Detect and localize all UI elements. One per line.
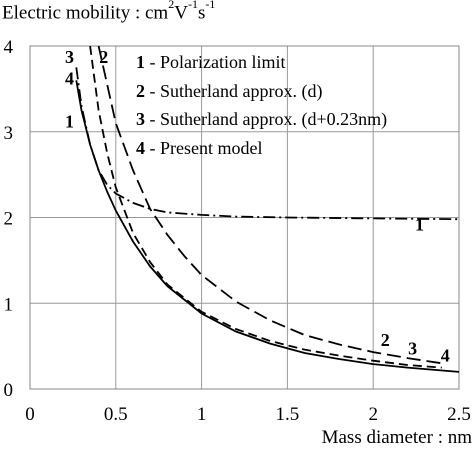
y-tick-label: 1	[4, 294, 14, 315]
legend: 1 - Polarization limit 2 - Sutherland ap…	[136, 48, 387, 162]
y-axis-label: Electric mobility : cm2V-1s-1	[2, 0, 216, 24]
curve-label-1: 1	[415, 214, 424, 234]
legend-item: 2 - Sutherland approx. (d)	[136, 80, 323, 101]
x-tick-label: 0.5	[104, 404, 128, 425]
x-axis-label: Mass diameter : nm	[321, 427, 472, 448]
curve-number-labels: 12 3 43 241	[65, 47, 450, 365]
series-line-4	[75, 80, 460, 373]
curve-label-3: 3	[65, 47, 74, 67]
legend-item: 1 - Polarization limit	[136, 52, 286, 72]
curve-label-3: 3	[408, 339, 417, 359]
series-lines	[75, 45, 460, 373]
y-tick-label: 2	[4, 209, 14, 230]
curve-label-2: 2	[381, 330, 390, 350]
y-tick-label: 0	[4, 380, 14, 401]
x-tick-label: 1.5	[276, 404, 300, 425]
y-tick-label: 3	[4, 123, 14, 144]
y-tick-label: 4	[4, 37, 14, 58]
plot-frame	[29, 45, 460, 390]
curve-label-4: 4	[441, 346, 450, 366]
curve-label-2: 2	[99, 47, 108, 67]
legend-item: 3 - Sutherland approx. (d+0.23nm)	[136, 109, 388, 129]
x-tick-label: 2.5	[447, 404, 471, 425]
x-tick-label: 2	[368, 404, 378, 425]
curve-label-1: 1	[65, 111, 74, 131]
x-tick-label: 1	[197, 404, 207, 425]
x-tick-label: 0	[25, 404, 35, 425]
curve-label-4: 4	[65, 69, 74, 89]
series-line-3	[89, 45, 442, 369]
legend-item: 4 - Present model	[136, 137, 263, 158]
